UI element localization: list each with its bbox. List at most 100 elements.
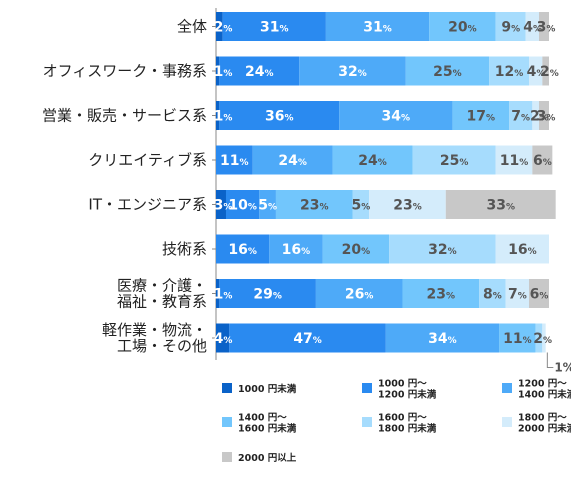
data-label-unit: % bbox=[528, 247, 537, 257]
legend-label: 1800 円～ 2000 円未満 bbox=[518, 413, 571, 435]
legend-label-line: 2000 円未満 bbox=[518, 423, 571, 435]
bar-segment bbox=[429, 12, 496, 41]
data-label-unit: % bbox=[298, 158, 307, 168]
bar-segment bbox=[216, 190, 226, 219]
category-label-line: 営業・販売・サービス系 bbox=[42, 107, 207, 125]
data-label-unit: % bbox=[223, 336, 232, 346]
bar-segment bbox=[369, 190, 446, 219]
bar-segment bbox=[539, 101, 549, 130]
data-label-unit: % bbox=[240, 158, 249, 168]
legend-label-line: 1000 円～ bbox=[378, 379, 427, 390]
data-label-unit: % bbox=[401, 114, 410, 124]
data-label-unit: % bbox=[459, 158, 468, 168]
callout-label: 1% bbox=[554, 361, 571, 375]
legend-label-line: 1200 円未満 bbox=[378, 389, 437, 401]
bar-segment bbox=[505, 279, 530, 308]
data-label-unit: % bbox=[248, 247, 257, 257]
bar-segment bbox=[275, 190, 353, 219]
data-label-unit: % bbox=[550, 69, 559, 79]
data-label-unit: % bbox=[223, 292, 232, 302]
bar-segment bbox=[535, 323, 543, 353]
data-label-unit: % bbox=[448, 247, 457, 257]
data-label-unit: % bbox=[511, 25, 520, 35]
data-label-unit: % bbox=[265, 69, 274, 79]
data-label-unit: % bbox=[383, 25, 392, 35]
bar-segment bbox=[499, 323, 536, 353]
bar-segment bbox=[479, 279, 506, 308]
bar-segment bbox=[216, 323, 230, 353]
legend-swatch bbox=[502, 383, 512, 393]
category-label: 全体 bbox=[177, 18, 207, 36]
category-label: IT・エンジニア系 bbox=[88, 196, 207, 214]
data-label-unit: % bbox=[280, 25, 289, 35]
category-label-line: 医療・介護・ bbox=[117, 277, 207, 295]
legend-label: 1200 円～ 1400 円未満 bbox=[518, 379, 571, 401]
category-label: クリエイティブ系 bbox=[88, 151, 207, 169]
legend-label-line: 1400 円～ bbox=[238, 413, 287, 424]
bar-segment bbox=[539, 12, 549, 41]
category-label-line: 軽作業・物流・ bbox=[102, 321, 207, 339]
data-label-unit: % bbox=[248, 203, 257, 213]
bar-segment bbox=[532, 145, 553, 175]
bar-segment bbox=[495, 234, 549, 264]
bar-segment bbox=[532, 101, 540, 130]
category-label: オフィスワーク・事務系 bbox=[43, 62, 207, 80]
bar-segment bbox=[402, 279, 480, 308]
bar-segment bbox=[509, 101, 533, 130]
bar-segment bbox=[542, 323, 546, 353]
data-label: 2% bbox=[540, 64, 559, 80]
legend-label-line: 2000 円以上 bbox=[238, 452, 297, 464]
legend-swatch bbox=[222, 452, 232, 462]
data-label: 3% bbox=[537, 109, 556, 125]
data-label-unit: % bbox=[448, 336, 457, 346]
bar-segment bbox=[216, 234, 270, 264]
category-label-line: 福祉・教育系 bbox=[117, 293, 207, 311]
category-label-line: オフィスワーク・事務系 bbox=[43, 62, 207, 80]
data-label-unit: % bbox=[540, 114, 549, 124]
data-label-unit: % bbox=[523, 336, 532, 346]
legend-swatch bbox=[502, 417, 512, 427]
bar-segment bbox=[352, 190, 370, 219]
bar-segment bbox=[325, 12, 430, 41]
bar-segment bbox=[542, 56, 549, 86]
bar-segment bbox=[445, 190, 556, 219]
legend-label-line: 1600 円～ bbox=[378, 413, 427, 424]
bar-segment bbox=[529, 56, 543, 86]
bar-segment bbox=[219, 56, 300, 86]
bar-segment bbox=[332, 145, 413, 175]
category-label-line: IT・エンジニア系 bbox=[88, 196, 207, 214]
legend-swatch bbox=[222, 417, 232, 427]
bar-segment bbox=[385, 323, 500, 353]
bar-segment bbox=[269, 234, 323, 264]
legend-label: 1000 円未満 bbox=[238, 383, 297, 395]
bar-segment bbox=[315, 279, 403, 308]
bar-segment bbox=[322, 234, 390, 264]
data-label-unit: % bbox=[223, 203, 232, 213]
data-label-unit: % bbox=[546, 114, 555, 124]
data-label-unit: % bbox=[361, 203, 370, 213]
legend-label-line: 1600 円未満 bbox=[238, 423, 297, 435]
data-label-unit: % bbox=[543, 158, 552, 168]
bar-segment bbox=[216, 101, 220, 130]
legend-label-line: 1800 円～ bbox=[518, 413, 567, 424]
legend-label-line: 1800 円未満 bbox=[378, 423, 437, 435]
data-label-unit: % bbox=[506, 203, 515, 213]
data-label-unit: % bbox=[223, 25, 232, 35]
bar-segment bbox=[229, 323, 386, 353]
data-label-unit: % bbox=[223, 69, 232, 79]
bar-segment bbox=[216, 145, 253, 175]
category-label: 営業・販売・サービス系 bbox=[42, 107, 207, 125]
category-label: 技術系 bbox=[162, 240, 207, 258]
legend-label: 1600 円～ 1800 円未満 bbox=[378, 413, 437, 435]
bar-segment bbox=[405, 56, 490, 86]
bar-segment bbox=[339, 101, 453, 130]
data-label-unit: % bbox=[223, 114, 232, 124]
bar-segment bbox=[225, 190, 260, 219]
category-label-line: 全体 bbox=[177, 18, 207, 36]
category-label-line: 工場・その他 bbox=[117, 337, 207, 355]
bar-segment bbox=[495, 145, 533, 175]
data-label-unit: % bbox=[539, 292, 548, 302]
bar-segment bbox=[452, 101, 510, 130]
data-label-unit: % bbox=[361, 247, 370, 257]
